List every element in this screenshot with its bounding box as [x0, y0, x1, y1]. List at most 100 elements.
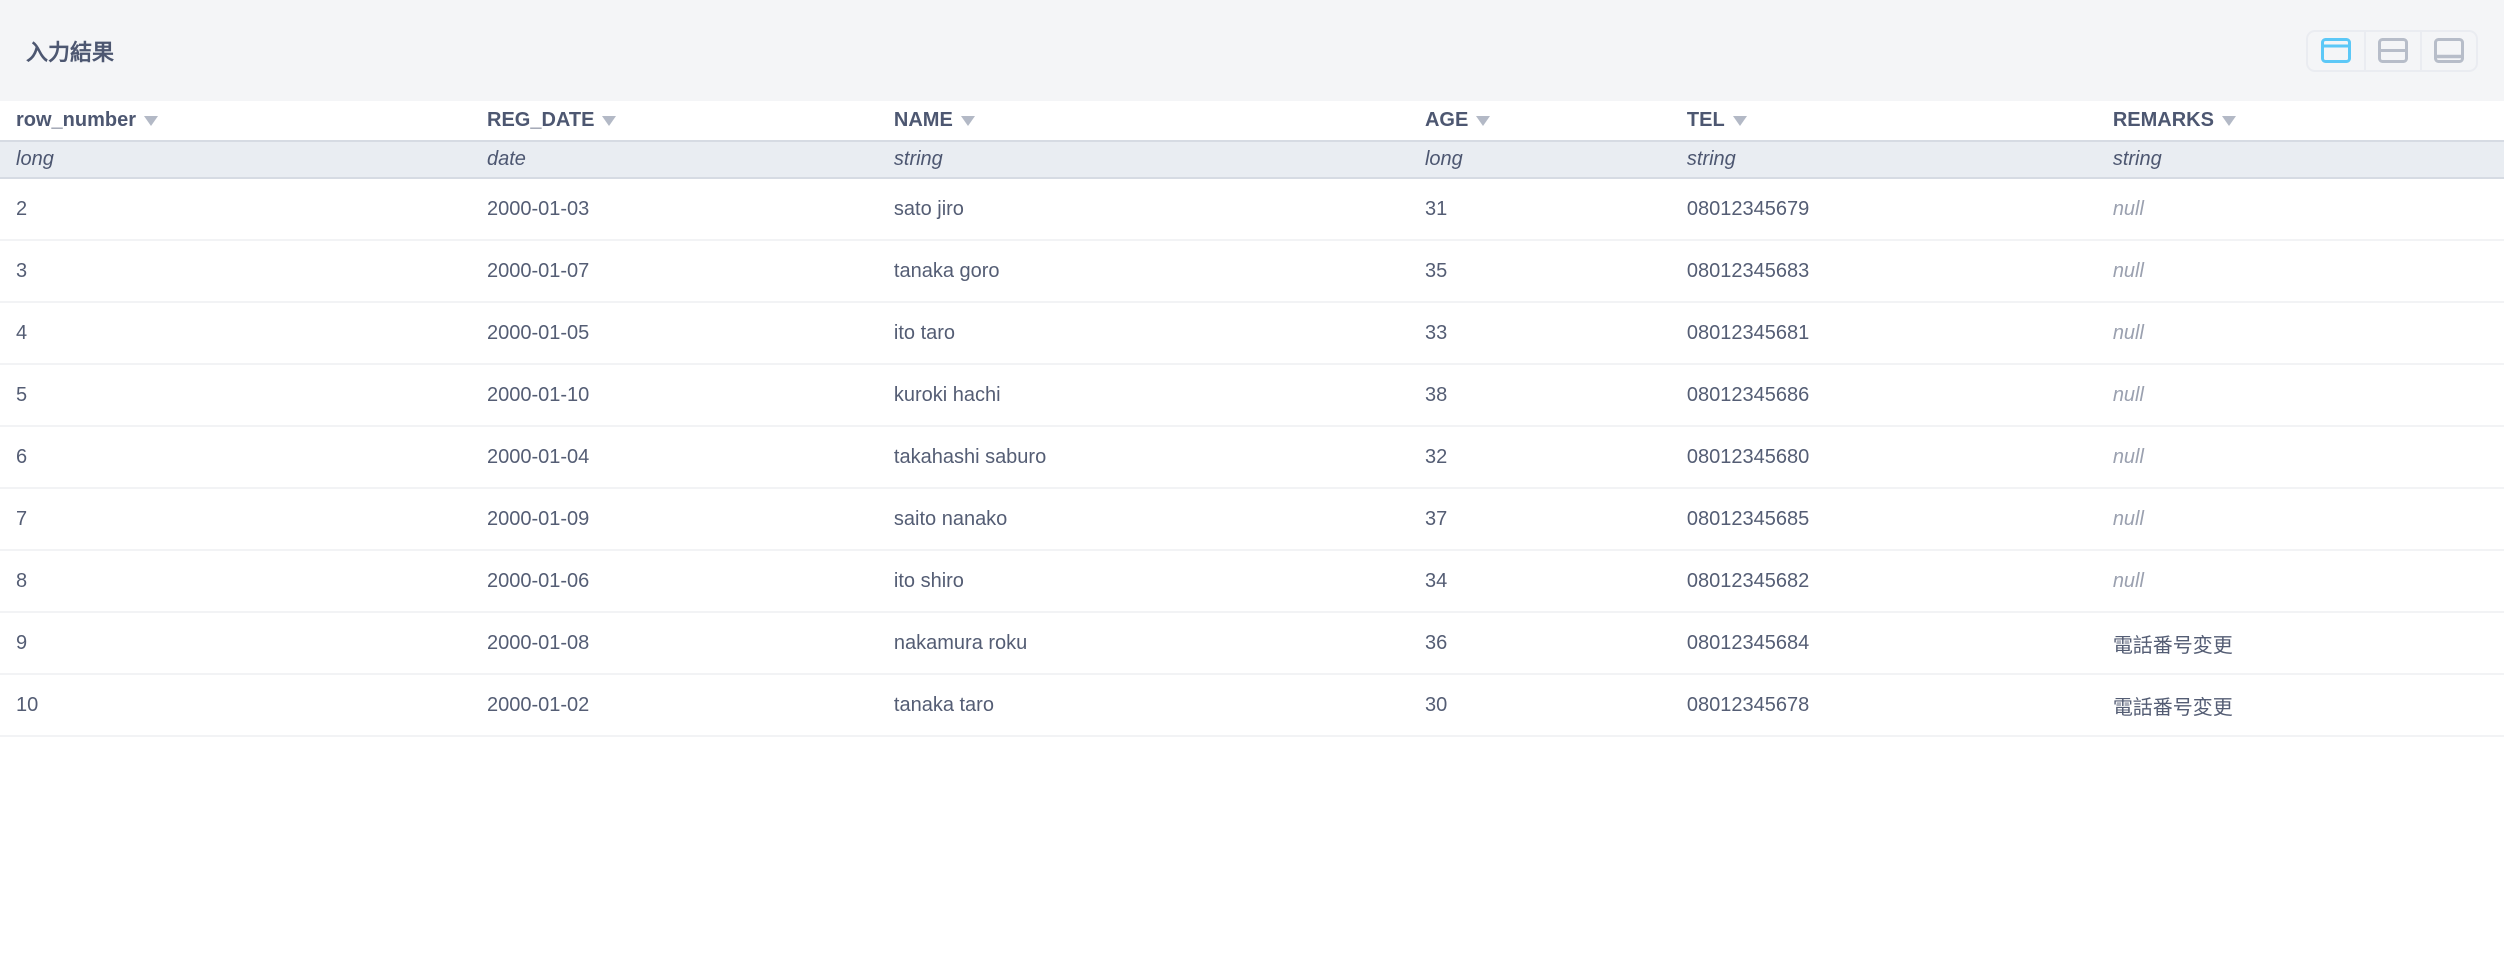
table-cell: 2000-01-02	[471, 674, 878, 737]
panel-split-layout-icon	[2378, 38, 2408, 63]
panel-bottom-layout-icon	[2434, 38, 2464, 63]
layout-toggle-group	[2306, 29, 2478, 72]
table-cell: 08012345682	[1670, 550, 2097, 613]
table-cell: null	[2096, 426, 2504, 489]
panel-title: 入力結果	[26, 39, 115, 65]
table-cell: null	[2096, 364, 2504, 427]
table-cell: 08012345684	[1670, 612, 2097, 675]
table-cell: 31	[1408, 178, 1671, 241]
column-header-reg_date[interactable]: REG_DATE	[471, 101, 878, 141]
table-row[interactable]: 5 2000-01-10 kuroki hachi 38 08012345686 null	[0, 364, 2504, 427]
table-cell: 37	[1408, 488, 1671, 551]
table-cell: 電話番号変更	[2096, 612, 2504, 675]
table-cell: null	[2096, 178, 2504, 241]
table-cell: 2000-01-04	[471, 426, 878, 489]
layout-split-panel-button[interactable]	[2364, 31, 2420, 70]
column-type-name: string	[877, 140, 1409, 179]
column-header-age[interactable]: AGE	[1409, 101, 1671, 141]
column-header-label: row_number	[16, 109, 137, 131]
layout-top-panel-button[interactable]	[2308, 32, 2364, 70]
results-toolbar: 入力結果	[0, 0, 2504, 101]
column-type-remarks: string	[2096, 140, 2504, 179]
table-cell: 36	[1408, 612, 1671, 675]
table-cell: 34	[1408, 550, 1671, 613]
table-cell: 2	[0, 178, 471, 241]
column-header-row_number[interactable]: row_number	[0, 101, 471, 141]
table-cell: 2000-01-09	[471, 488, 878, 551]
table-row[interactable]: 10 2000-01-02 tanaka taro 30 08012345678 電話番号…	[0, 674, 2504, 737]
column-type-reg_date: date	[471, 140, 878, 179]
table-cell: 2000-01-07	[471, 240, 878, 303]
table-row[interactable]: 2 2000-01-03 sato jiro 31 08012345679 null	[0, 178, 2504, 241]
table-cell: 電話番号変更	[2096, 674, 2504, 737]
result-grid: row_number REG_DATE NAME AGE TEL REMARKS long…	[0, 101, 2504, 737]
column-header-label: TEL	[1686, 109, 1725, 131]
table-cell: 2000-01-10	[471, 364, 878, 427]
table-cell: sato jiro	[877, 178, 1409, 241]
table-cell: 32	[1408, 426, 1671, 489]
table-cell: 08012345678	[1670, 674, 2097, 737]
column-header-tel[interactable]: TEL	[1671, 101, 2097, 141]
table-cell: 08012345681	[1670, 302, 2097, 365]
table-cell: 30	[1408, 674, 1671, 737]
table-cell: 08012345683	[1670, 240, 2097, 303]
table-cell: 2000-01-08	[471, 612, 878, 675]
table-cell: 33	[1408, 302, 1671, 365]
table-cell: 3	[0, 240, 471, 303]
table-cell: nakamura roku	[877, 612, 1409, 675]
column-type-tel: string	[1670, 140, 2097, 179]
layout-bottom-panel-button[interactable]	[2420, 31, 2476, 70]
column-filter-triangle-icon[interactable]	[2221, 115, 2236, 126]
column-type-row_number: long	[0, 140, 471, 179]
table-cell: 9	[0, 612, 471, 675]
column-filter-triangle-icon[interactable]	[1732, 115, 1747, 126]
result-table: row_number REG_DATE NAME AGE TEL REMARKS long…	[0, 101, 2504, 737]
table-cell: 2000-01-06	[471, 550, 878, 613]
table-cell: 7	[0, 488, 471, 551]
column-type-age: long	[1408, 140, 1671, 179]
column-header-name[interactable]: NAME	[878, 101, 1409, 141]
column-type-row: long date string long string string	[0, 140, 2504, 179]
table-cell: 4	[0, 302, 471, 365]
table-cell: 08012345679	[1670, 178, 2097, 241]
table-cell: ito shiro	[877, 550, 1409, 613]
table-cell: 8	[0, 550, 471, 613]
column-header-label: REG_DATE	[487, 109, 595, 131]
table-row[interactable]: 6 2000-01-04 takahashi saburo 32 08012345680…	[0, 426, 2504, 489]
column-filter-triangle-icon[interactable]	[1476, 115, 1491, 126]
table-cell: ito taro	[877, 302, 1409, 365]
table-cell: null	[2096, 240, 2504, 303]
table-cell: takahashi saburo	[877, 426, 1409, 489]
table-cell: 6	[0, 426, 471, 489]
table-cell: null	[2096, 550, 2504, 613]
table-cell: saito nanako	[877, 488, 1409, 551]
table-cell: 08012345680	[1670, 426, 2097, 489]
panel-top-layout-icon	[2321, 38, 2351, 63]
column-header-row: row_number REG_DATE NAME AGE TEL REMARKS	[0, 101, 2504, 141]
table-cell: 08012345685	[1670, 488, 2097, 551]
table-cell: 35	[1408, 240, 1671, 303]
table-row[interactable]: 3 2000-01-07 tanaka goro 35 08012345683 null	[0, 240, 2504, 303]
table-cell: 10	[0, 674, 471, 737]
table-cell: 5	[0, 364, 471, 427]
column-header-label: NAME	[893, 109, 953, 131]
table-row[interactable]: 9 2000-01-08 nakamura roku 36 08012345684 電話番…	[0, 612, 2504, 675]
column-filter-triangle-icon[interactable]	[960, 115, 975, 126]
table-cell: 2000-01-03	[471, 178, 878, 241]
column-header-label: REMARKS	[2112, 109, 2214, 131]
table-cell: null	[2096, 488, 2504, 551]
column-filter-triangle-icon[interactable]	[144, 115, 159, 126]
column-filter-triangle-icon[interactable]	[602, 115, 617, 126]
column-header-remarks[interactable]: REMARKS	[2097, 101, 2504, 141]
table-cell: tanaka goro	[877, 240, 1409, 303]
table-row[interactable]: 8 2000-01-06 ito shiro 34 08012345682 null	[0, 550, 2504, 613]
table-row[interactable]: 4 2000-01-05 ito taro 33 08012345681 null	[0, 302, 2504, 365]
table-cell: null	[2096, 302, 2504, 365]
table-cell: tanaka taro	[877, 674, 1409, 737]
table-cell: 2000-01-05	[471, 302, 878, 365]
table-cell: 08012345686	[1670, 364, 2097, 427]
table-cell: 38	[1408, 364, 1671, 427]
column-header-label: AGE	[1424, 109, 1469, 131]
table-row[interactable]: 7 2000-01-09 saito nanako 37 08012345685 null	[0, 488, 2504, 551]
table-cell: kuroki hachi	[877, 364, 1409, 427]
